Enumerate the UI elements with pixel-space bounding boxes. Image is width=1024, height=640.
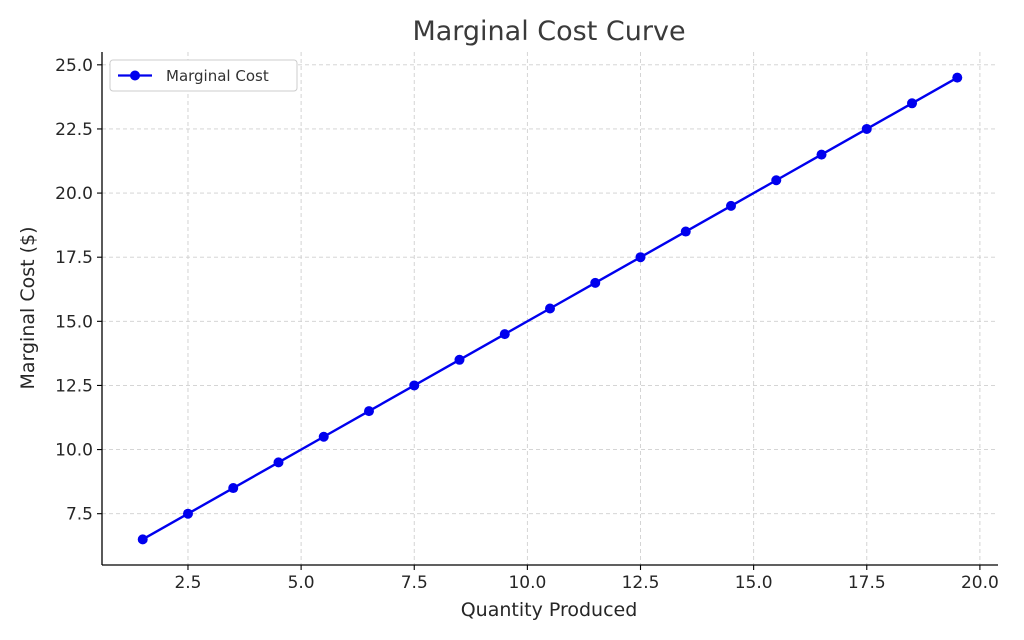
legend-label: Marginal Cost <box>166 67 269 85</box>
data-point <box>363 406 374 417</box>
data-point <box>318 431 329 442</box>
legend: Marginal Cost <box>109 59 298 92</box>
data-point <box>273 457 284 468</box>
y-tick-label: 25.0 <box>55 56 93 76</box>
data-point <box>816 149 827 160</box>
data-point <box>137 534 148 545</box>
x-tick-label: 17.5 <box>848 573 886 593</box>
legend-box <box>109 59 298 92</box>
x-tick-label: 2.5 <box>174 573 201 593</box>
data-point <box>635 252 646 263</box>
data-point <box>726 200 737 211</box>
data-point <box>182 508 193 519</box>
x-axis-label: Quantity Produced <box>461 599 638 621</box>
data-point <box>409 380 420 391</box>
chart-title: Marginal Cost Curve <box>412 16 685 47</box>
y-tick-label: 15.0 <box>55 312 93 332</box>
y-tick-label: 10.0 <box>55 441 93 461</box>
data-point <box>680 226 691 237</box>
y-tick-label: 17.5 <box>55 248 93 268</box>
data-point <box>590 277 601 288</box>
x-tick-label: 7.5 <box>401 573 428 593</box>
y-tick-label: 22.5 <box>55 120 93 140</box>
data-point <box>545 303 555 314</box>
x-tick-label: 20.0 <box>961 573 999 593</box>
x-tick-label: 5.0 <box>288 573 315 593</box>
plot-area <box>137 72 963 545</box>
data-point <box>907 98 918 109</box>
data-point <box>952 72 963 83</box>
y-tick-label: 7.5 <box>66 505 93 525</box>
y-tick-label: 12.5 <box>55 376 93 396</box>
x-tick-label: 10.0 <box>508 573 546 593</box>
data-point <box>499 329 510 340</box>
y-ticks: 7.5 10.0 12.5 15.0 17.5 20.0 22.5 25.0 <box>55 56 102 525</box>
axes <box>101 52 998 566</box>
data-point <box>454 354 465 365</box>
x-ticks: 2.5 5.0 7.5 10.0 12.5 15.0 17.5 20.0 <box>174 565 999 593</box>
legend-marker <box>130 70 140 81</box>
y-tick-label: 20.0 <box>55 184 93 204</box>
y-axis-label: Marginal Cost ($) <box>17 226 39 389</box>
x-tick-label: 15.0 <box>735 573 773 593</box>
x-tick-label: 12.5 <box>622 573 660 593</box>
data-point <box>861 123 872 134</box>
data-point <box>771 175 782 186</box>
data-point <box>228 483 239 494</box>
